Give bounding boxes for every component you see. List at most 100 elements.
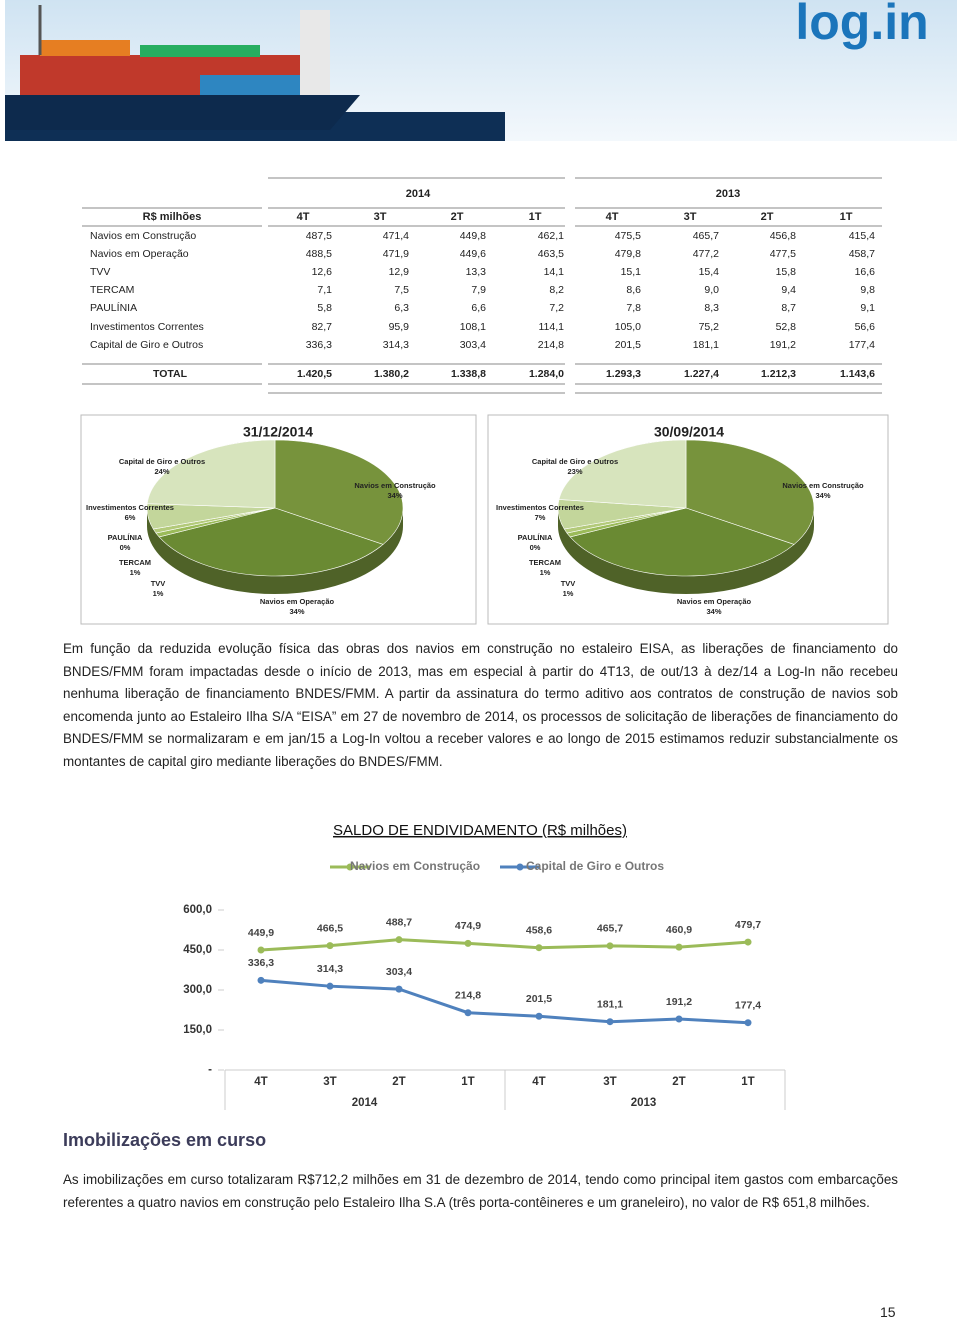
series-line	[260, 978, 749, 1025]
row-label: Investimentos Correntes	[90, 321, 204, 333]
pie-slice	[685, 439, 815, 545]
data-label: 460,9	[666, 924, 692, 936]
point	[464, 939, 472, 947]
legend-marker	[346, 863, 354, 871]
table-cell: 95,9	[389, 321, 410, 333]
table-cell: 7,8	[626, 302, 641, 314]
pie-label: Investimentos Correntes	[496, 503, 584, 512]
x-tick-label: 4T	[532, 1076, 545, 1088]
paragraph: As imobilizações em curso totalizaram R$…	[63, 1172, 898, 1210]
table-cell: 479,8	[615, 248, 641, 260]
point	[535, 944, 543, 952]
pie-value-label: 1%	[540, 568, 551, 577]
table-cell: 114,1	[539, 321, 565, 333]
containers	[40, 40, 130, 56]
pie-frame	[80, 414, 477, 625]
table-cell: 6,6	[471, 302, 486, 314]
point	[326, 982, 334, 990]
table-cell: 181,1	[693, 339, 719, 351]
pie-label: Capital de Giro e Outros	[119, 457, 205, 466]
point	[675, 943, 683, 951]
row-label: Navios em Construção	[90, 230, 196, 242]
column-header: 3T	[374, 211, 387, 223]
point	[744, 938, 752, 946]
pie-value-label: 1%	[563, 589, 574, 598]
data-label: 191,2	[666, 996, 692, 1008]
logo: log.in	[795, 0, 928, 50]
table-cell: 15,1	[621, 266, 642, 278]
table-cell: 201,5	[615, 339, 641, 351]
point	[395, 936, 403, 944]
row-label: Navios em Operação	[90, 248, 189, 260]
data-label: 449,9	[248, 927, 274, 939]
table-cell: 7,9	[471, 284, 486, 296]
total-cell: 1.338,8	[451, 368, 486, 380]
point	[675, 1015, 683, 1023]
table-cell: 336,3	[306, 339, 332, 351]
point	[535, 1012, 543, 1020]
point	[257, 976, 265, 984]
total-cell: 1.143,6	[840, 368, 875, 380]
total-cell: 1.420,5	[297, 368, 332, 380]
column-header: 2T	[761, 211, 774, 223]
column-header: 1T	[840, 211, 853, 223]
data-label: 177,4	[735, 999, 761, 1011]
legend-label: Navios em Construção	[350, 859, 480, 873]
series-line	[260, 938, 749, 952]
pie-value-label: 6%	[125, 513, 136, 522]
table-unit: R$ milhões	[143, 211, 202, 223]
pie-value-label: 23%	[567, 467, 582, 476]
column-header: 3T	[684, 211, 697, 223]
data-label: 479,7	[735, 919, 761, 931]
table-cell: 108,1	[460, 321, 486, 333]
table-cell: 52,8	[776, 321, 797, 333]
page-number: 15	[880, 1304, 896, 1320]
data-label: 303,4	[386, 966, 412, 978]
table-cell: 8,3	[704, 302, 719, 314]
table-cell: 458,7	[849, 248, 875, 260]
table-cell: 9,8	[860, 284, 875, 296]
group-label: 2013	[631, 1097, 657, 1109]
data-label: 488,7	[386, 916, 412, 928]
column-header: 4T	[297, 211, 310, 223]
table-cell: 56,6	[855, 321, 876, 333]
table-cell: 82,7	[312, 321, 333, 333]
point	[606, 942, 614, 950]
table-cell: 303,4	[460, 339, 486, 351]
point	[395, 985, 403, 993]
pie-slice	[558, 439, 687, 509]
point	[606, 1018, 614, 1026]
table-cell: 16,6	[855, 266, 876, 278]
total-cell: 1.380,2	[374, 368, 409, 380]
pie-label: Navios em Operação	[677, 597, 752, 606]
data-label: 336,3	[248, 957, 274, 969]
column-header: 1T	[529, 211, 542, 223]
y-tick-label: 300,0	[183, 984, 212, 996]
table-cell: 471,9	[383, 248, 409, 260]
table-cell: 9,0	[704, 284, 719, 296]
table-cell: 177,4	[849, 339, 875, 351]
row-label: PAULÍNIA	[90, 301, 137, 314]
table-cell: 8,2	[549, 284, 564, 296]
pie-value-label: 24%	[154, 467, 169, 476]
total-cell: 1.284,0	[529, 368, 564, 380]
y-tick-label: 600,0	[183, 904, 212, 916]
x-tick-label: 1T	[741, 1076, 754, 1088]
total-label: TOTAL	[153, 368, 188, 380]
point	[464, 1009, 472, 1017]
year-header: 2014	[406, 188, 431, 200]
pie-slice	[569, 507, 795, 577]
pie-label: Navios em Construção	[782, 481, 864, 490]
table-cell: 7,2	[549, 302, 564, 314]
pie-value-label: 0%	[530, 543, 541, 552]
pie-label: TERCAM	[119, 558, 151, 567]
row-label: TERCAM	[90, 284, 134, 296]
ship-bow	[5, 95, 360, 130]
table-cell: 15,8	[776, 266, 797, 278]
y-tick-label: 450,0	[183, 944, 212, 956]
table-cell: 477,2	[693, 248, 719, 260]
pie-value-label: 1%	[153, 589, 164, 598]
table-cell: 462,1	[538, 230, 564, 242]
